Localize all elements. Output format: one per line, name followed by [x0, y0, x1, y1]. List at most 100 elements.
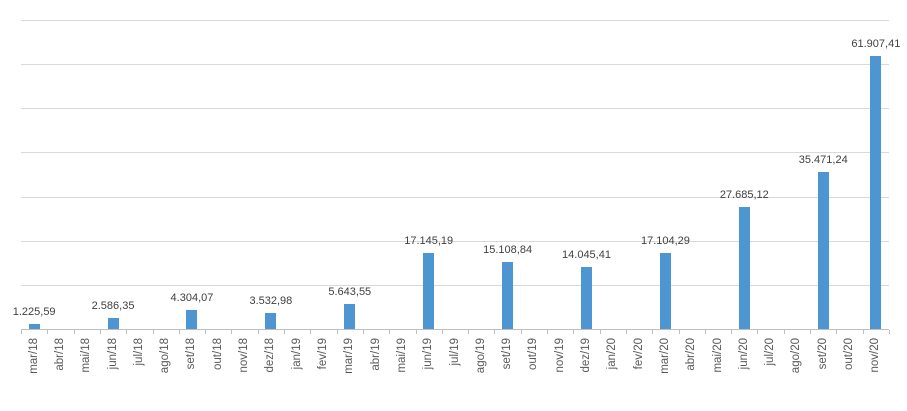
data-label: 61.907,41 — [851, 37, 901, 50]
x-axis-label: mai/19 — [395, 338, 408, 373]
gridline — [21, 108, 889, 110]
x-axis-label: jul/20 — [764, 338, 777, 366]
data-label: 14.045,41 — [562, 248, 611, 261]
x-axis-label: abr/20 — [685, 338, 698, 371]
gridline — [21, 64, 889, 66]
tick-mark — [178, 330, 180, 334]
x-axis-label: jan/19 — [290, 338, 303, 370]
x-axis-label: mar/19 — [343, 338, 356, 374]
tick-mark — [441, 330, 443, 334]
data-label: 17.145,19 — [404, 235, 454, 248]
gridline — [21, 240, 889, 242]
x-axis-label: jul/19 — [448, 338, 461, 366]
gridline — [21, 196, 889, 198]
gridline — [21, 20, 889, 21]
data-label: 27.685,12 — [719, 188, 769, 201]
tick-mark — [362, 330, 364, 334]
x-axis-label: jun/19 — [422, 338, 435, 370]
x-axis-label: out/18 — [211, 338, 224, 370]
data-label: 5.643,55 — [328, 286, 372, 299]
x-axis-label: dez/18 — [264, 338, 277, 373]
x-axis-label: jan/20 — [606, 338, 619, 370]
bar — [659, 253, 671, 329]
x-axis-label: abr/18 — [53, 338, 66, 371]
tick-mark — [678, 330, 680, 334]
x-axis-label: nov/20 — [869, 338, 882, 373]
tick-mark — [704, 330, 706, 334]
x-axis-label: ago/18 — [159, 338, 172, 374]
bar — [817, 172, 829, 329]
data-label: 3.532,98 — [249, 295, 293, 308]
bar — [738, 206, 750, 329]
tick-mark — [757, 330, 759, 334]
data-label: 35.471,24 — [798, 154, 848, 167]
bar — [870, 55, 882, 329]
gridline — [21, 284, 889, 286]
data-label: 2.586,35 — [91, 299, 135, 312]
x-axis-label: nov/18 — [238, 338, 251, 373]
x-axis-label: ago/19 — [474, 338, 487, 374]
tick-mark — [336, 330, 338, 334]
x-axis-label: mar/18 — [27, 338, 40, 374]
x-axis-label: mar/20 — [658, 338, 671, 374]
bar — [265, 313, 277, 329]
data-label: 4.304,07 — [170, 292, 214, 304]
tick-mark — [284, 330, 286, 334]
tick-mark — [810, 330, 812, 334]
gridline — [21, 152, 889, 154]
tick-mark — [783, 330, 785, 334]
bar — [344, 304, 356, 329]
tick-mark — [205, 330, 207, 334]
tick-mark — [731, 330, 733, 334]
tick-mark — [652, 330, 654, 334]
bar — [28, 323, 40, 329]
x-axis-label: ago/20 — [790, 338, 803, 374]
tick-mark — [389, 330, 391, 334]
tick-mark — [468, 330, 470, 334]
x-axis-label: jul/18 — [132, 338, 145, 366]
tick-mark — [310, 330, 312, 334]
x-axis-label: set/19 — [501, 338, 514, 370]
x-axis-line — [21, 329, 889, 330]
x-axis-label: mai/18 — [80, 338, 93, 373]
tick-mark — [152, 330, 154, 334]
tick-mark — [547, 330, 549, 334]
x-axis-label: jun/18 — [106, 338, 119, 370]
tick-mark — [21, 330, 22, 334]
x-axis-label: nov/19 — [553, 338, 566, 373]
tick-mark — [494, 330, 496, 334]
tick-mark — [573, 330, 575, 334]
data-label: 1.225,59 — [12, 305, 56, 318]
bar — [423, 253, 435, 329]
x-axis-label: set/20 — [816, 338, 829, 370]
x-axis-label: out/20 — [843, 338, 856, 370]
tick-mark — [889, 330, 890, 334]
x-axis-label: dez/19 — [580, 338, 592, 373]
x-axis-label: abr/19 — [369, 338, 382, 371]
x-axis-label: fev/19 — [316, 338, 329, 370]
x-axis-label: set/18 — [185, 338, 198, 370]
tick-mark — [599, 330, 601, 334]
tick-mark — [520, 330, 522, 334]
bar — [502, 262, 514, 329]
x-axis-label: jun/20 — [737, 338, 750, 370]
x-axis-label: out/19 — [527, 338, 540, 370]
data-label: 17.104,29 — [640, 235, 690, 248]
tick-mark — [47, 330, 49, 334]
tick-mark — [415, 330, 417, 334]
tick-mark — [836, 330, 838, 334]
tick-mark — [257, 330, 259, 334]
data-label: 15.108,84 — [483, 244, 533, 257]
tick-mark — [126, 330, 128, 334]
tick-mark — [625, 330, 627, 334]
tick-mark — [862, 330, 864, 334]
tick-mark — [73, 330, 75, 334]
bar — [107, 317, 119, 329]
tick-mark — [99, 330, 101, 334]
x-axis-label: mai/20 — [711, 338, 724, 373]
bar — [581, 266, 592, 329]
bar — [186, 310, 198, 329]
tick-mark — [231, 330, 233, 334]
x-axis-label: fev/20 — [632, 338, 645, 370]
